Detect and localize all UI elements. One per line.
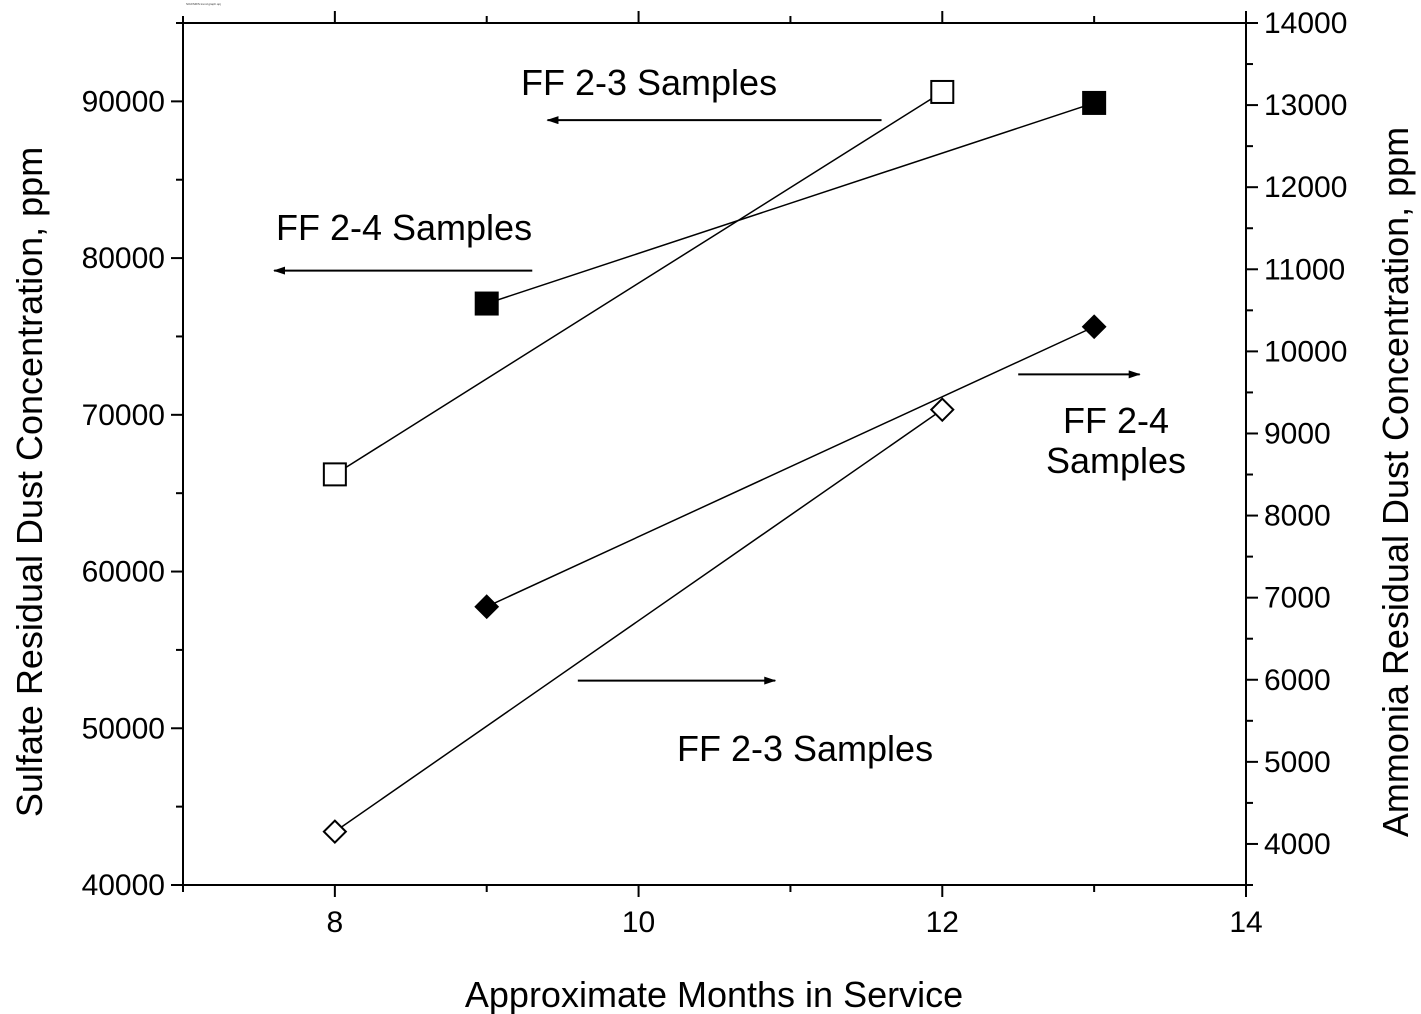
data-point-square bbox=[930, 79, 955, 104]
ticks-layer: 8 10 12 14 40000 50000 60000 70000 80000 90000 400… bbox=[82, 7, 1348, 939]
series-line bbox=[334, 91, 943, 476]
series-layer bbox=[322, 79, 1107, 845]
y-right-tick-label: 13000 bbox=[1264, 89, 1347, 122]
annotation-label: FF 2-3 Samples bbox=[521, 62, 777, 103]
data-point-diamond bbox=[1081, 314, 1107, 340]
y-right-tick-label: 5000 bbox=[1264, 746, 1331, 779]
y-left-tick-label: 40000 bbox=[82, 869, 165, 902]
annotation-label: FF 2-3 Samples bbox=[677, 728, 933, 769]
data-point-diamond bbox=[474, 594, 500, 620]
x-tick-label: 14 bbox=[1229, 906, 1262, 939]
y-right-tick-label: 14000 bbox=[1264, 7, 1347, 40]
series-line bbox=[486, 326, 1095, 608]
y-left-tick-label: 90000 bbox=[82, 85, 165, 118]
annotation-label: Samples bbox=[1046, 440, 1186, 481]
plot-frame bbox=[182, 22, 1247, 886]
x-axis-title: Approximate Months in Service bbox=[465, 974, 963, 1014]
y-right-tick-label: 9000 bbox=[1264, 417, 1331, 450]
y-left-axis-title: Sulfate Residual Dust Concentration, ppm bbox=[9, 147, 50, 817]
y-right-tick-label: 6000 bbox=[1264, 664, 1331, 697]
series-line bbox=[486, 102, 1095, 305]
annotation-layer: FF 2-3 Samples FF 2-4 Samples FF 2-4Sample… bbox=[273, 62, 1186, 769]
y-right-tick-label: 8000 bbox=[1264, 500, 1331, 533]
series-line bbox=[334, 409, 943, 833]
y-right-axis-title: Ammonia Residual Dust Concentration, ppm bbox=[1375, 127, 1416, 837]
data-point-square bbox=[1082, 90, 1107, 115]
y-left-tick-label: 80000 bbox=[82, 242, 165, 275]
y-left-tick-label: 50000 bbox=[82, 712, 165, 745]
data-point-diamond bbox=[929, 397, 955, 423]
file-note: SO2/SR/S trend graph.opj bbox=[186, 2, 221, 6]
y-left-tick-label: 70000 bbox=[82, 399, 165, 432]
x-tick-label: 10 bbox=[622, 906, 655, 939]
data-point-diamond bbox=[322, 819, 348, 845]
annotation-label: FF 2-4 Samples bbox=[276, 207, 532, 248]
y-right-tick-label: 7000 bbox=[1264, 582, 1331, 615]
y-right-tick-label: 4000 bbox=[1264, 828, 1331, 861]
y-right-tick-label: 11000 bbox=[1264, 253, 1345, 286]
x-tick-label: 8 bbox=[327, 906, 344, 939]
y-left-tick-label: 60000 bbox=[82, 556, 165, 589]
y-right-tick-label: 12000 bbox=[1264, 171, 1347, 204]
annotation-label: FF 2-4 bbox=[1063, 400, 1169, 441]
x-tick-label: 12 bbox=[926, 906, 959, 939]
data-point-square bbox=[322, 462, 347, 487]
y-right-tick-label: 10000 bbox=[1264, 335, 1347, 368]
data-point-square bbox=[474, 291, 499, 316]
